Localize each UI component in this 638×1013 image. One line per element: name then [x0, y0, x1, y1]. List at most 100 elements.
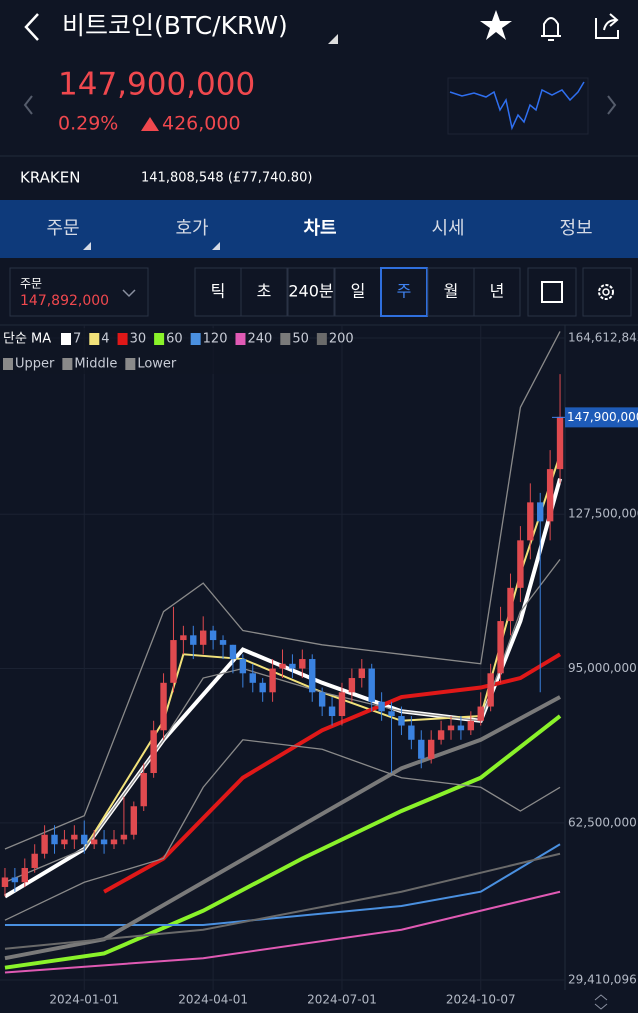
candle-body	[556, 416, 564, 470]
candle-body	[61, 839, 68, 845]
legend-title: 단순 MA	[3, 332, 51, 347]
candle-body	[348, 678, 356, 693]
mini-chart	[449, 81, 585, 131]
alarm-icon[interactable]	[541, 17, 561, 41]
candle-body	[200, 630, 207, 645]
y-tick-label: 164,612,843	[568, 331, 638, 345]
candle-body	[388, 711, 395, 717]
interval-label: 년	[490, 282, 505, 301]
price: 147,900,000	[58, 67, 255, 103]
interval-label: 월	[444, 282, 459, 301]
current-price-tag	[565, 407, 638, 428]
ma-line	[4, 714, 562, 970]
candle-body	[427, 739, 435, 759]
layout-button[interactable]	[527, 267, 577, 317]
tab-bar	[0, 200, 638, 258]
prev-arrow[interactable]	[23, 95, 33, 115]
interval-label: 틱	[211, 282, 226, 301]
candle-body	[71, 834, 78, 840]
legend-swatch	[154, 333, 165, 345]
interval-label: 240분	[288, 282, 333, 301]
next-arrow[interactable]	[607, 95, 617, 115]
favorite-icon[interactable]	[480, 10, 512, 40]
legend-label: 120	[203, 332, 228, 347]
candle-body	[11, 877, 19, 883]
candle-body	[477, 706, 484, 721]
tab[interactable]: 호가	[175, 218, 208, 239]
legend-label: 7	[73, 332, 81, 347]
candle-body	[140, 773, 147, 807]
tab-dropdown	[212, 242, 220, 250]
candle-body	[546, 469, 554, 522]
candle-body	[418, 739, 425, 759]
tab[interactable]: 정보	[559, 218, 592, 239]
interval-button[interactable]	[287, 267, 335, 317]
candle-body	[507, 587, 514, 622]
settings-icon	[598, 284, 614, 300]
y-tick-label: 95,000,000	[568, 661, 637, 675]
tab[interactable]: 주문	[46, 218, 79, 239]
settings-button[interactable]	[582, 267, 632, 317]
legend-swatch	[62, 358, 73, 370]
ma-line	[4, 890, 561, 974]
settings-icon-center	[602, 288, 610, 296]
interval-button[interactable]	[380, 267, 428, 317]
ma-line	[4, 739, 561, 921]
candle-body	[120, 834, 128, 840]
order-box[interactable]	[9, 267, 149, 317]
up-triangle	[141, 117, 159, 131]
candle-body	[398, 716, 405, 726]
y-tick-label: 62,500,000	[568, 815, 637, 829]
exchange-name: KRAKEN	[20, 169, 80, 187]
candle-body	[537, 502, 544, 522]
candle-body	[269, 668, 276, 693]
candle-body	[239, 659, 247, 674]
order-dropdown[interactable]	[122, 289, 136, 298]
interval-label: 초	[257, 282, 272, 301]
legend-swatch	[235, 333, 246, 345]
legend-swatch	[61, 333, 71, 345]
back-button[interactable]	[24, 13, 39, 41]
tab[interactable]: 시세	[431, 218, 464, 239]
candle-body	[467, 720, 475, 731]
candle-body	[219, 640, 227, 645]
legend-label: Middle	[74, 357, 117, 372]
candle-body	[328, 706, 336, 717]
interval-button[interactable]	[473, 267, 521, 317]
candle-body	[90, 839, 98, 845]
layout-icon	[541, 281, 563, 303]
interval-button[interactable]	[240, 267, 288, 317]
candle-body	[289, 663, 296, 669]
legend-swatch	[117, 333, 128, 345]
zoom-icon[interactable]	[594, 994, 608, 1010]
ma-line	[4, 331, 561, 850]
candle-body	[279, 663, 286, 669]
candle-body	[497, 621, 504, 674]
candle-body	[229, 644, 237, 660]
x-tick-label: 2024-10-07	[446, 993, 516, 1007]
x-tick-label: 2024-01-01	[49, 993, 119, 1007]
candle-body	[180, 635, 187, 641]
title-dropdown[interactable]	[328, 34, 338, 44]
ma-line	[4, 852, 561, 950]
change: 426,000	[162, 113, 241, 135]
tab[interactable]: 차트	[303, 218, 336, 239]
candle-body	[457, 725, 465, 731]
legend-swatch	[280, 333, 291, 345]
x-tick-label: 2024-04-01	[178, 993, 248, 1007]
current-price-label: 147,900,000	[567, 410, 638, 424]
candle-body	[110, 839, 118, 845]
candle-body	[31, 853, 38, 868]
candle-body	[41, 834, 48, 854]
candle-body	[160, 682, 167, 731]
legend-swatch	[3, 358, 13, 370]
candle-body	[259, 682, 266, 693]
candle-body	[130, 806, 138, 835]
candle-body	[190, 635, 197, 645]
change-rate: 0.29%	[58, 113, 118, 135]
candle-body	[100, 839, 108, 845]
candle-body	[150, 730, 157, 774]
share-icon[interactable]	[595, 13, 619, 39]
candle-body	[318, 692, 326, 707]
